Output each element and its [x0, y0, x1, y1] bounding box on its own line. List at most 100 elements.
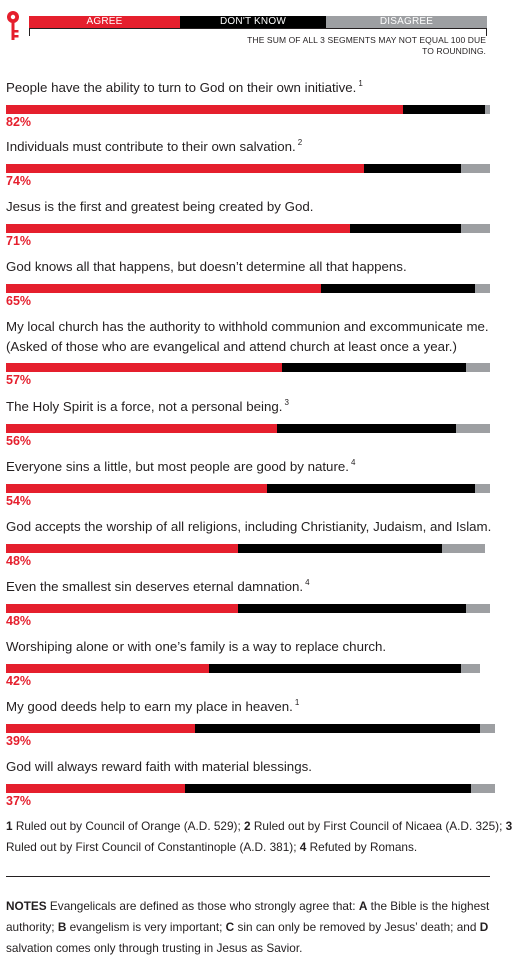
bar-segment-disagree [441, 544, 486, 553]
statement-label: Everyone sins a little, but most people … [6, 457, 521, 477]
statement-label: My local church has the authority to wit… [6, 317, 521, 357]
statement-label: Individuals must contribute to their own… [6, 137, 521, 157]
statement-text: Everyone sins a little, but most people … [6, 459, 349, 474]
bar-segment-disagree [465, 604, 490, 613]
bar-segment-dont-know [402, 105, 486, 114]
statement-label: God accepts the worship of all religions… [6, 517, 521, 537]
statement-text: Even the smallest sin deserves eternal d… [6, 579, 304, 594]
notes-item-b-letter: B [57, 920, 67, 934]
notes-intro: Evangelicals are defined as those who st… [49, 899, 356, 913]
agree-percent-label: 57% [6, 373, 32, 387]
agree-percent-label: 54% [6, 494, 32, 508]
bar-segment-dont-know [281, 363, 466, 372]
bar-segment-agree [6, 105, 403, 114]
footnote-1-num: 1 [6, 819, 13, 833]
bar-segment-dont-know [194, 724, 481, 733]
agree-percent-label: 74% [6, 174, 32, 188]
statement-label: My good deeds help to earn my place in h… [6, 697, 521, 717]
notes-item-a-letter: A [358, 899, 368, 913]
notes-item-c-text: sin can only be removed by Jesus’ death;… [237, 920, 477, 934]
legend-agree: AGREE [29, 16, 180, 28]
legend-bar: AGREE DON'T KNOW DISAGREE [29, 16, 487, 28]
agree-percent-label: 48% [6, 554, 32, 568]
footnote-2-num: 2 [244, 819, 251, 833]
bar-segment-agree [6, 544, 239, 553]
stacked-bar [6, 604, 490, 613]
statement-text: The Holy Spirit is a force, not a person… [6, 399, 283, 414]
bar-segment-agree [6, 664, 210, 673]
stacked-bar [6, 424, 490, 433]
footnote-3-num: 3 [505, 819, 513, 833]
bar-segment-disagree [465, 363, 490, 372]
stacked-bar [6, 664, 490, 673]
bar-segment-dont-know [238, 604, 466, 613]
notes-item-d-letter: D [479, 920, 489, 934]
statement-text: Individuals must contribute to their own… [6, 139, 296, 154]
bar-segment-dont-know [320, 284, 476, 293]
statement-text: God will always reward faith with materi… [6, 759, 312, 774]
bar-segment-agree [6, 164, 365, 173]
footnote-4-text: Refuted by Romans. [309, 840, 418, 854]
footnote-ref: 4 [305, 578, 310, 587]
stacked-bar [6, 284, 490, 293]
footnote-ref: 3 [284, 398, 289, 407]
bar-segment-agree [6, 784, 186, 793]
bar-segment-disagree [460, 664, 481, 673]
legend-disagree: DISAGREE [326, 16, 487, 28]
bar-segment-disagree [460, 224, 490, 233]
bar-segment-disagree [485, 105, 490, 114]
bar-segment-disagree [480, 724, 495, 733]
bar-segment-agree [6, 424, 278, 433]
statement-text: My good deeds help to earn my place in h… [6, 699, 293, 714]
agree-percent-label: 65% [6, 294, 32, 308]
notes-item-c-letter: C [225, 920, 235, 934]
statement-label: People have the ability to turn to God o… [6, 78, 521, 98]
bar-segment-disagree [460, 164, 490, 173]
statement-text: God knows all that happens, but doesn’t … [6, 259, 407, 274]
bar-segment-agree [6, 604, 239, 613]
statement-label: The Holy Spirit is a force, not a person… [6, 397, 521, 417]
bar-segment-dont-know [238, 544, 442, 553]
stacked-bar [6, 784, 495, 793]
notes: NOTES Evangelicals are defined as those … [6, 896, 506, 959]
legend-tick-right [486, 28, 487, 36]
bar-segment-agree [6, 724, 195, 733]
legend-dont-know: DON'T KNOW [180, 16, 326, 28]
bar-segment-agree [6, 484, 268, 493]
agree-percent-label: 39% [6, 734, 32, 748]
agree-percent-label: 42% [6, 674, 32, 688]
stacked-bar [6, 484, 490, 493]
statement-text: People have the ability to turn to God o… [6, 80, 357, 95]
agree-percent-label: 71% [6, 234, 32, 248]
stacked-bar [6, 363, 490, 372]
footnote-4-num: 4 [299, 840, 307, 854]
bar-segment-disagree [475, 284, 490, 293]
agree-percent-label: 56% [6, 434, 32, 448]
statement-label: God knows all that happens, but doesn’t … [6, 257, 521, 277]
notes-item-d-text: salvation comes only through trusting in… [6, 941, 303, 955]
footnote-2-text: Ruled out by First Council of Nicaea (A.… [253, 819, 503, 833]
notes-item-b-text: evangelism is very important; [69, 920, 223, 934]
bar-segment-agree [6, 284, 321, 293]
bar-segment-dont-know [349, 224, 461, 233]
statement-text: Worshiping alone or with one’s family is… [6, 639, 387, 654]
notes-label: NOTES [6, 899, 47, 913]
footnote-ref: 1 [358, 79, 363, 88]
notes-item-a-text: the Bible is the highest authority; [6, 899, 490, 934]
statement-text: God accepts the worship of all religions… [6, 519, 492, 534]
legend-key: AGREE DON'T KNOW DISAGREE THE SUM OF ALL… [0, 0, 527, 70]
statement-text: My local church has the authority to wit… [6, 319, 489, 354]
bar-segment-dont-know [277, 424, 457, 433]
statement-label: Worshiping alone or with one’s family is… [6, 637, 521, 657]
statement-label: God will always reward faith with materi… [6, 757, 521, 777]
agree-percent-label: 82% [6, 115, 32, 129]
footnote-1-text: Ruled out by Council of Orange (A.D. 529… [15, 819, 241, 833]
divider [6, 876, 490, 877]
bar-segment-dont-know [267, 484, 476, 493]
bar-segment-dont-know [185, 784, 471, 793]
stacked-bar [6, 724, 495, 733]
bar-segment-dont-know [364, 164, 461, 173]
footnote-3-text: Ruled out by First Council of Constantin… [6, 840, 297, 854]
agree-percent-label: 48% [6, 614, 32, 628]
legend-underline [29, 28, 487, 29]
